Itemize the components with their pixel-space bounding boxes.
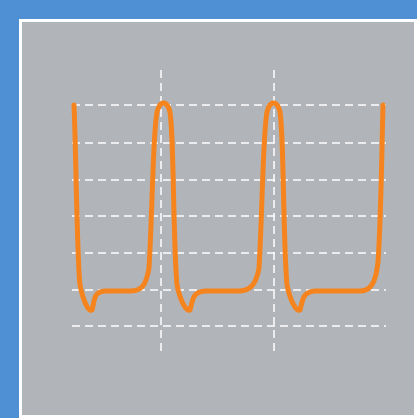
waveform-trace: [71, 100, 386, 313]
waveform-panel: [19, 19, 417, 418]
vertical-gridlines: [160, 70, 275, 356]
